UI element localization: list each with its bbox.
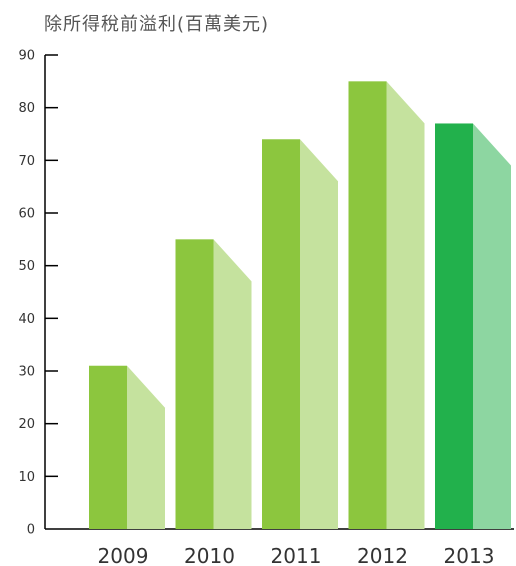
x-category-label: 2013 <box>444 544 495 566</box>
y-tick-label: 30 <box>18 365 35 380</box>
bar-side <box>473 123 511 529</box>
y-tick-label: 10 <box>18 470 35 485</box>
x-category-label: 2011 <box>271 544 322 566</box>
x-category-label: 2012 <box>357 544 408 566</box>
y-tick-label: 60 <box>18 207 35 222</box>
y-tick-label: 50 <box>18 259 35 274</box>
x-category-label: 2010 <box>184 544 235 566</box>
bar <box>435 123 473 529</box>
bar <box>175 239 214 530</box>
x-category-label: 2009 <box>98 544 149 566</box>
y-tick-label: 70 <box>18 154 35 169</box>
y-tick-label: 40 <box>18 312 35 327</box>
y-tick-label: 0 <box>27 523 35 538</box>
y-tick-label: 20 <box>18 417 35 432</box>
bar <box>89 365 127 529</box>
y-tick-label: 80 <box>18 101 35 116</box>
bar <box>262 139 300 529</box>
bar-side <box>386 81 425 529</box>
category-labels: 2009 2010 2011 2012 2013 <box>98 544 495 566</box>
bar <box>348 81 387 529</box>
bar-side <box>127 365 165 529</box>
y-tick-label: 90 <box>18 49 35 64</box>
bar-side <box>300 139 338 529</box>
axes: 0 10 20 30 40 50 60 70 80 90 <box>18 49 514 538</box>
bars <box>89 81 511 530</box>
bar-side <box>213 239 252 530</box>
chart-title: 除所得稅前溢利(百萬美元) <box>44 14 270 35</box>
